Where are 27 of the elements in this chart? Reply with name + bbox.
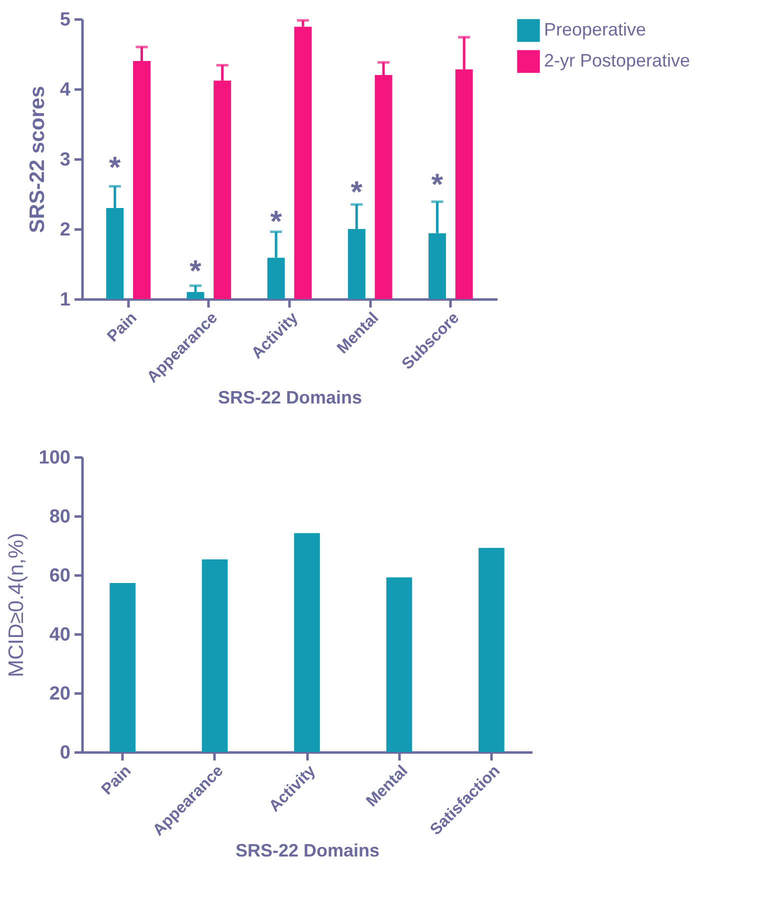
y-axis-title: SRS-22 scores: [26, 86, 49, 234]
bar: [294, 533, 320, 752]
annotation: *: [190, 255, 202, 288]
y-tick-label: 80: [49, 506, 70, 528]
bar: [202, 559, 228, 752]
y-tick-label: 3: [60, 150, 70, 170]
bar: [110, 582, 136, 752]
x-axis-title: SRS-22 Domains: [235, 840, 380, 861]
y-tick-label: 1: [60, 290, 71, 310]
legend-label: 2-yr Postoperative: [544, 50, 690, 70]
y-tick-label: 100: [38, 448, 70, 468]
legend-label: Preoperative: [544, 20, 646, 40]
bar: [478, 548, 504, 752]
y-axis-title: MCID≥0.4(n,%): [4, 532, 28, 678]
annotation: *: [270, 205, 282, 238]
y-tick-label: 4: [60, 80, 71, 100]
bar: [386, 577, 412, 752]
y-tick-label: 20: [49, 684, 70, 704]
annotation: *: [109, 152, 122, 184]
x-axis-title: SRS-22 Domains: [218, 388, 362, 408]
y-tick-label: 5: [60, 10, 71, 30]
y-tick-label: 0: [60, 742, 70, 764]
annotation: *: [350, 176, 363, 209]
annotation: *: [431, 168, 444, 202]
y-tick-label: 40: [49, 624, 70, 646]
y-tick-label: 60: [49, 566, 70, 586]
y-tick-label: 2: [60, 220, 70, 240]
